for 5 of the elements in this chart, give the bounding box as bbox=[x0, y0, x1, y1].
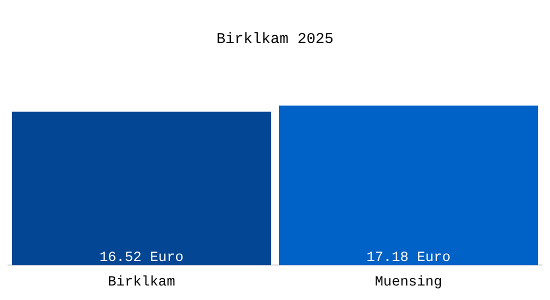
data-label: 17.18 Euro bbox=[366, 250, 451, 266]
x-tick-label: Muensing bbox=[374, 274, 442, 290]
x-tick-label: Birklkam bbox=[108, 274, 176, 290]
data-label: 16.52 Euro bbox=[99, 250, 184, 266]
chart-title: Birklkam 2025 bbox=[216, 30, 334, 48]
